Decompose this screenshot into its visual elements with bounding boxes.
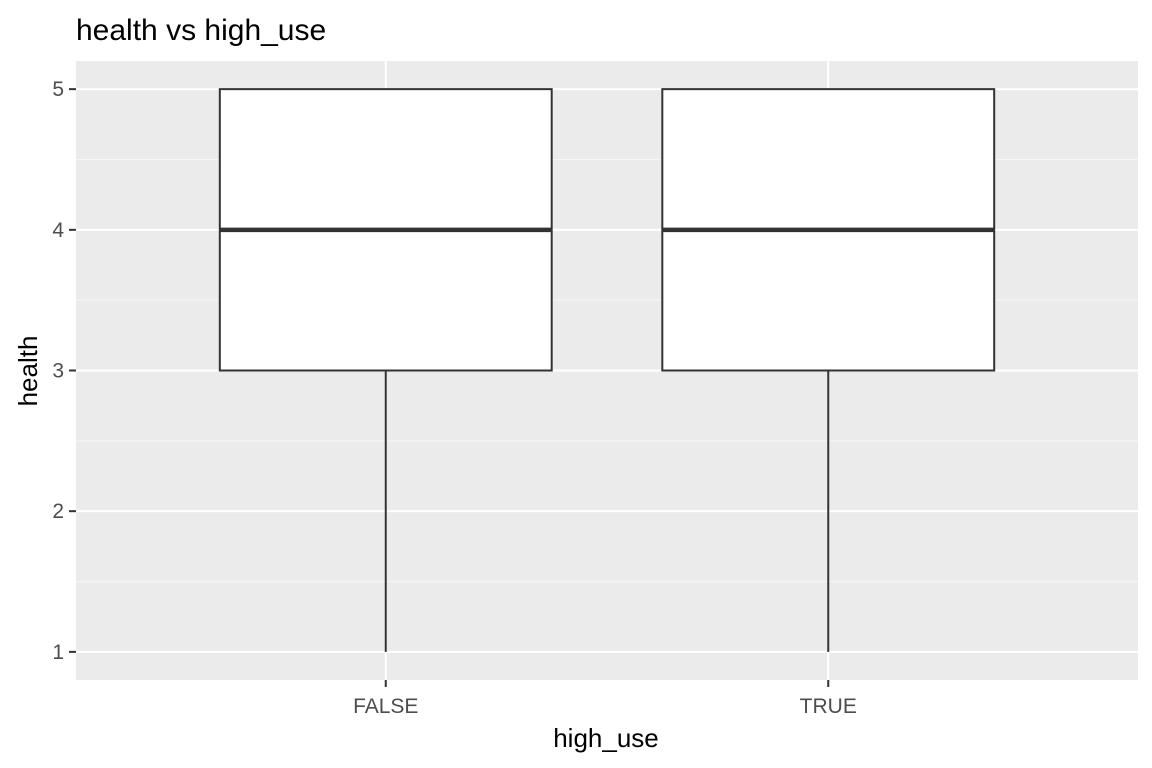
y-axis: 1 2 3 4 5 bbox=[52, 78, 76, 664]
x-axis-title: high_use bbox=[553, 723, 659, 753]
x-axis: FALSE TRUE bbox=[353, 680, 857, 718]
x-tick-label: FALSE bbox=[353, 695, 418, 718]
boxes bbox=[218, 88, 996, 652]
y-axis-title: health bbox=[13, 336, 43, 407]
y-tick-label: 1 bbox=[52, 641, 64, 664]
y-tick-label: 5 bbox=[52, 78, 64, 101]
box-false bbox=[218, 88, 553, 652]
box-true bbox=[661, 88, 996, 652]
chart-title: health vs high_use bbox=[76, 14, 326, 47]
y-tick-label: 4 bbox=[52, 219, 64, 242]
y-tick-label: 3 bbox=[52, 360, 64, 383]
x-tick-label: TRUE bbox=[800, 695, 857, 718]
y-tick-label: 2 bbox=[52, 500, 64, 523]
